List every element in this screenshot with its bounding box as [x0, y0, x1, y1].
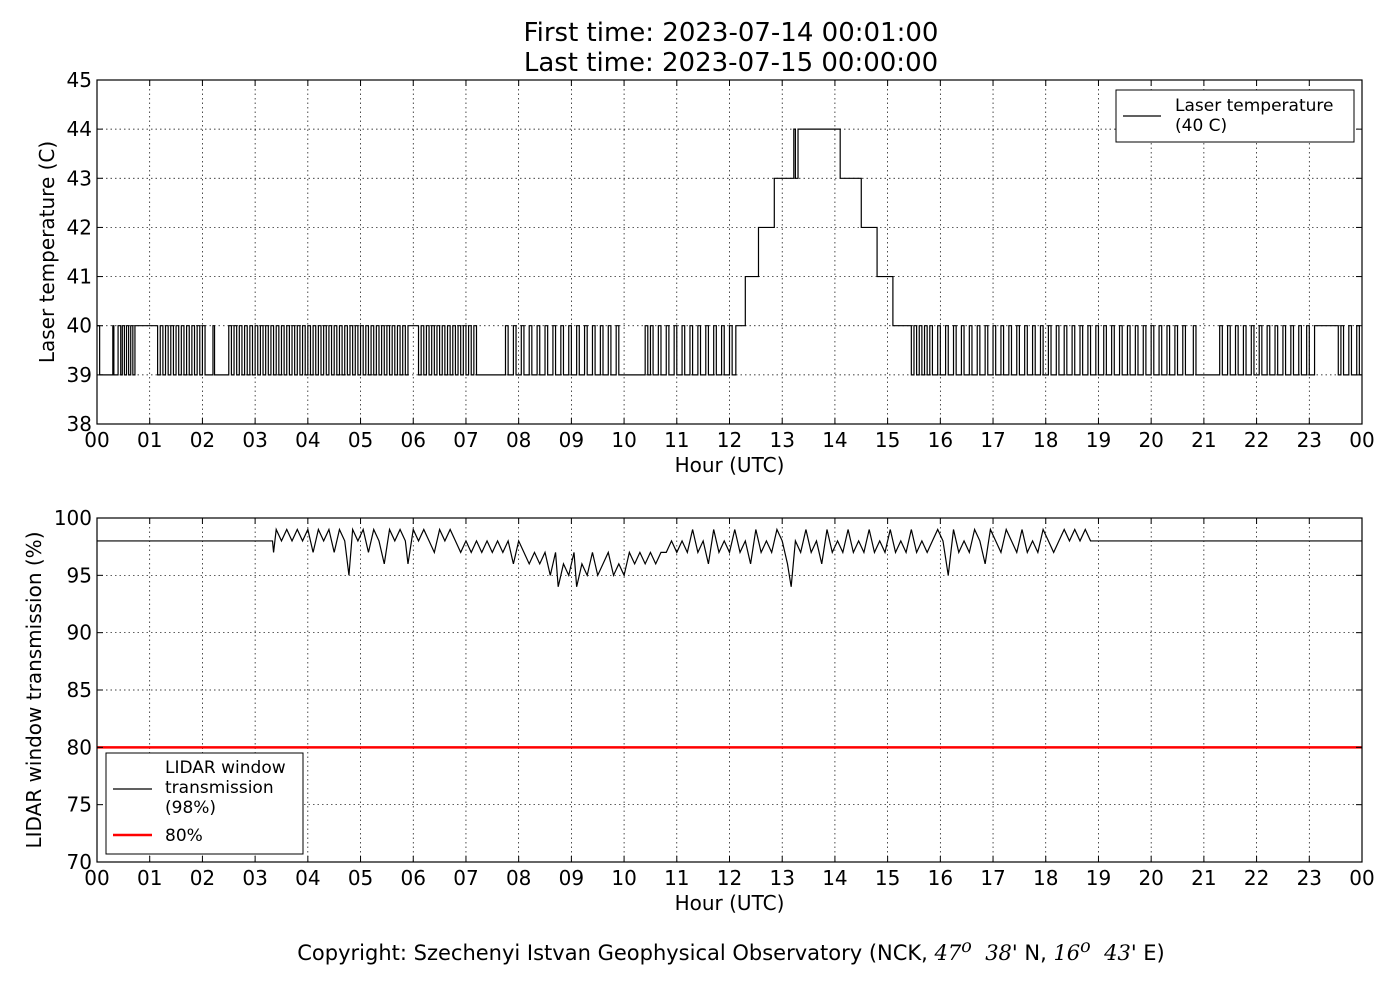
- x-tick-label: 19: [1086, 428, 1111, 452]
- y-tick-label: 70: [67, 850, 92, 874]
- x-tick-label: 09: [559, 866, 584, 890]
- x-tick-label: 00: [1349, 866, 1374, 890]
- y-tick-label: 42: [67, 215, 92, 239]
- legend: Laser temperature(40 C): [1115, 89, 1355, 143]
- x-tick-label: 11: [664, 428, 689, 452]
- x-tick-label: 08: [506, 428, 531, 452]
- x-tick-label: 22: [1244, 428, 1269, 452]
- x-tick-label: 04: [295, 866, 320, 890]
- x-tick-label: 01: [137, 866, 162, 890]
- y-tick-label: 85: [67, 678, 92, 702]
- legend-label: (98%): [165, 798, 216, 818]
- y-tick-label: 39: [67, 363, 92, 387]
- x-tick-label: 10: [611, 866, 636, 890]
- y-tick-label: 44: [67, 117, 92, 141]
- x-tick-label: 03: [242, 428, 267, 452]
- x-tick-label: 17: [980, 428, 1005, 452]
- y-tick-label: 40: [67, 314, 92, 338]
- y-tick-label: 100: [54, 506, 92, 530]
- x-tick-label: 07: [453, 866, 478, 890]
- x-tick-label: 21: [1191, 428, 1216, 452]
- y-tick-label: 41: [67, 265, 92, 289]
- x-tick-label: 16: [928, 866, 953, 890]
- x-tick-label: 11: [664, 866, 689, 890]
- y-tick-label: 90: [67, 621, 92, 645]
- x-tick-label: 01: [137, 428, 162, 452]
- plot-1: 00 01 02 03 04 05 06 07 08 09 10 11 12 13 14 15 16 17 18 19…: [35, 68, 1375, 477]
- x-tick-label: 02: [190, 428, 215, 452]
- x-tick-label: 00: [84, 866, 109, 890]
- y-tick-label: 45: [67, 68, 92, 92]
- chart-title-line-2: Last time: 2023-07-15 00:00:00: [523, 48, 939, 78]
- legend-label: 80%: [165, 826, 203, 846]
- x-tick-label: 23: [1297, 428, 1322, 452]
- chart-title-line-1: First time: 2023-07-14 00:01:00: [523, 18, 939, 48]
- x-tick-label: 13: [769, 428, 794, 452]
- x-tick-label: 15: [875, 428, 900, 452]
- x-tick-label: 14: [822, 866, 847, 890]
- x-tick-label: 12: [717, 428, 742, 452]
- x-tick-label: 10: [611, 428, 636, 452]
- series-line-1: [97, 527, 1362, 587]
- x-tick-label: 06: [401, 866, 426, 890]
- x-tick-label: 02: [190, 866, 215, 890]
- x-axis-label: Hour (UTC): [675, 453, 785, 477]
- legend-box: [105, 752, 304, 855]
- y-tick-label: 43: [67, 166, 92, 190]
- y-axis-label: Laser temperature (C): [35, 141, 59, 363]
- x-tick-label: 08: [506, 866, 531, 890]
- x-tick-label: 23: [1297, 866, 1322, 890]
- x-tick-label: 21: [1191, 866, 1216, 890]
- x-tick-label: 03: [242, 866, 267, 890]
- x-tick-label: 20: [1138, 428, 1163, 452]
- x-tick-label: 19: [1086, 866, 1111, 890]
- y-axis-label: LIDAR window transmission (%): [22, 532, 46, 849]
- x-axis-label: Hour (UTC): [675, 891, 785, 915]
- copyright-footer: Copyright: Szechenyi Istvan Geophysical …: [297, 937, 1165, 965]
- x-tick-label: 04: [295, 428, 320, 452]
- legend-label: Laser temperature: [1175, 96, 1333, 116]
- x-tick-label: 22: [1244, 866, 1269, 890]
- x-tick-label: 13: [769, 866, 794, 890]
- x-tick-label: 12: [717, 866, 742, 890]
- legend-label: LIDAR window: [165, 758, 286, 778]
- y-tick-label: 38: [67, 412, 92, 436]
- series-line-1: [97, 128, 1362, 376]
- x-tick-label: 15: [875, 866, 900, 890]
- x-tick-label: 00: [1349, 428, 1374, 452]
- y-tick-label: 75: [67, 793, 92, 817]
- x-tick-label: 16: [928, 428, 953, 452]
- x-tick-label: 06: [401, 428, 426, 452]
- x-tick-label: 17: [980, 866, 1005, 890]
- plot-2: 00 01 02 03 04 05 06 07 08 09 10 11 12 13 14 15 16 17 18 19…: [22, 506, 1375, 915]
- y-tick-label: 95: [67, 563, 92, 587]
- x-tick-label: 14: [822, 428, 847, 452]
- x-tick-label: 07: [453, 428, 478, 452]
- x-tick-label: 18: [1033, 428, 1058, 452]
- x-tick-label: 05: [348, 428, 373, 452]
- x-tick-label: 20: [1138, 866, 1163, 890]
- y-tick-label: 80: [67, 735, 92, 759]
- x-tick-label: 05: [348, 866, 373, 890]
- x-tick-label: 00: [84, 428, 109, 452]
- x-tick-label: 09: [559, 428, 584, 452]
- legend-label: transmission: [165, 778, 274, 798]
- x-tick-label: 18: [1033, 866, 1058, 890]
- legend-label: (40 C): [1175, 116, 1227, 136]
